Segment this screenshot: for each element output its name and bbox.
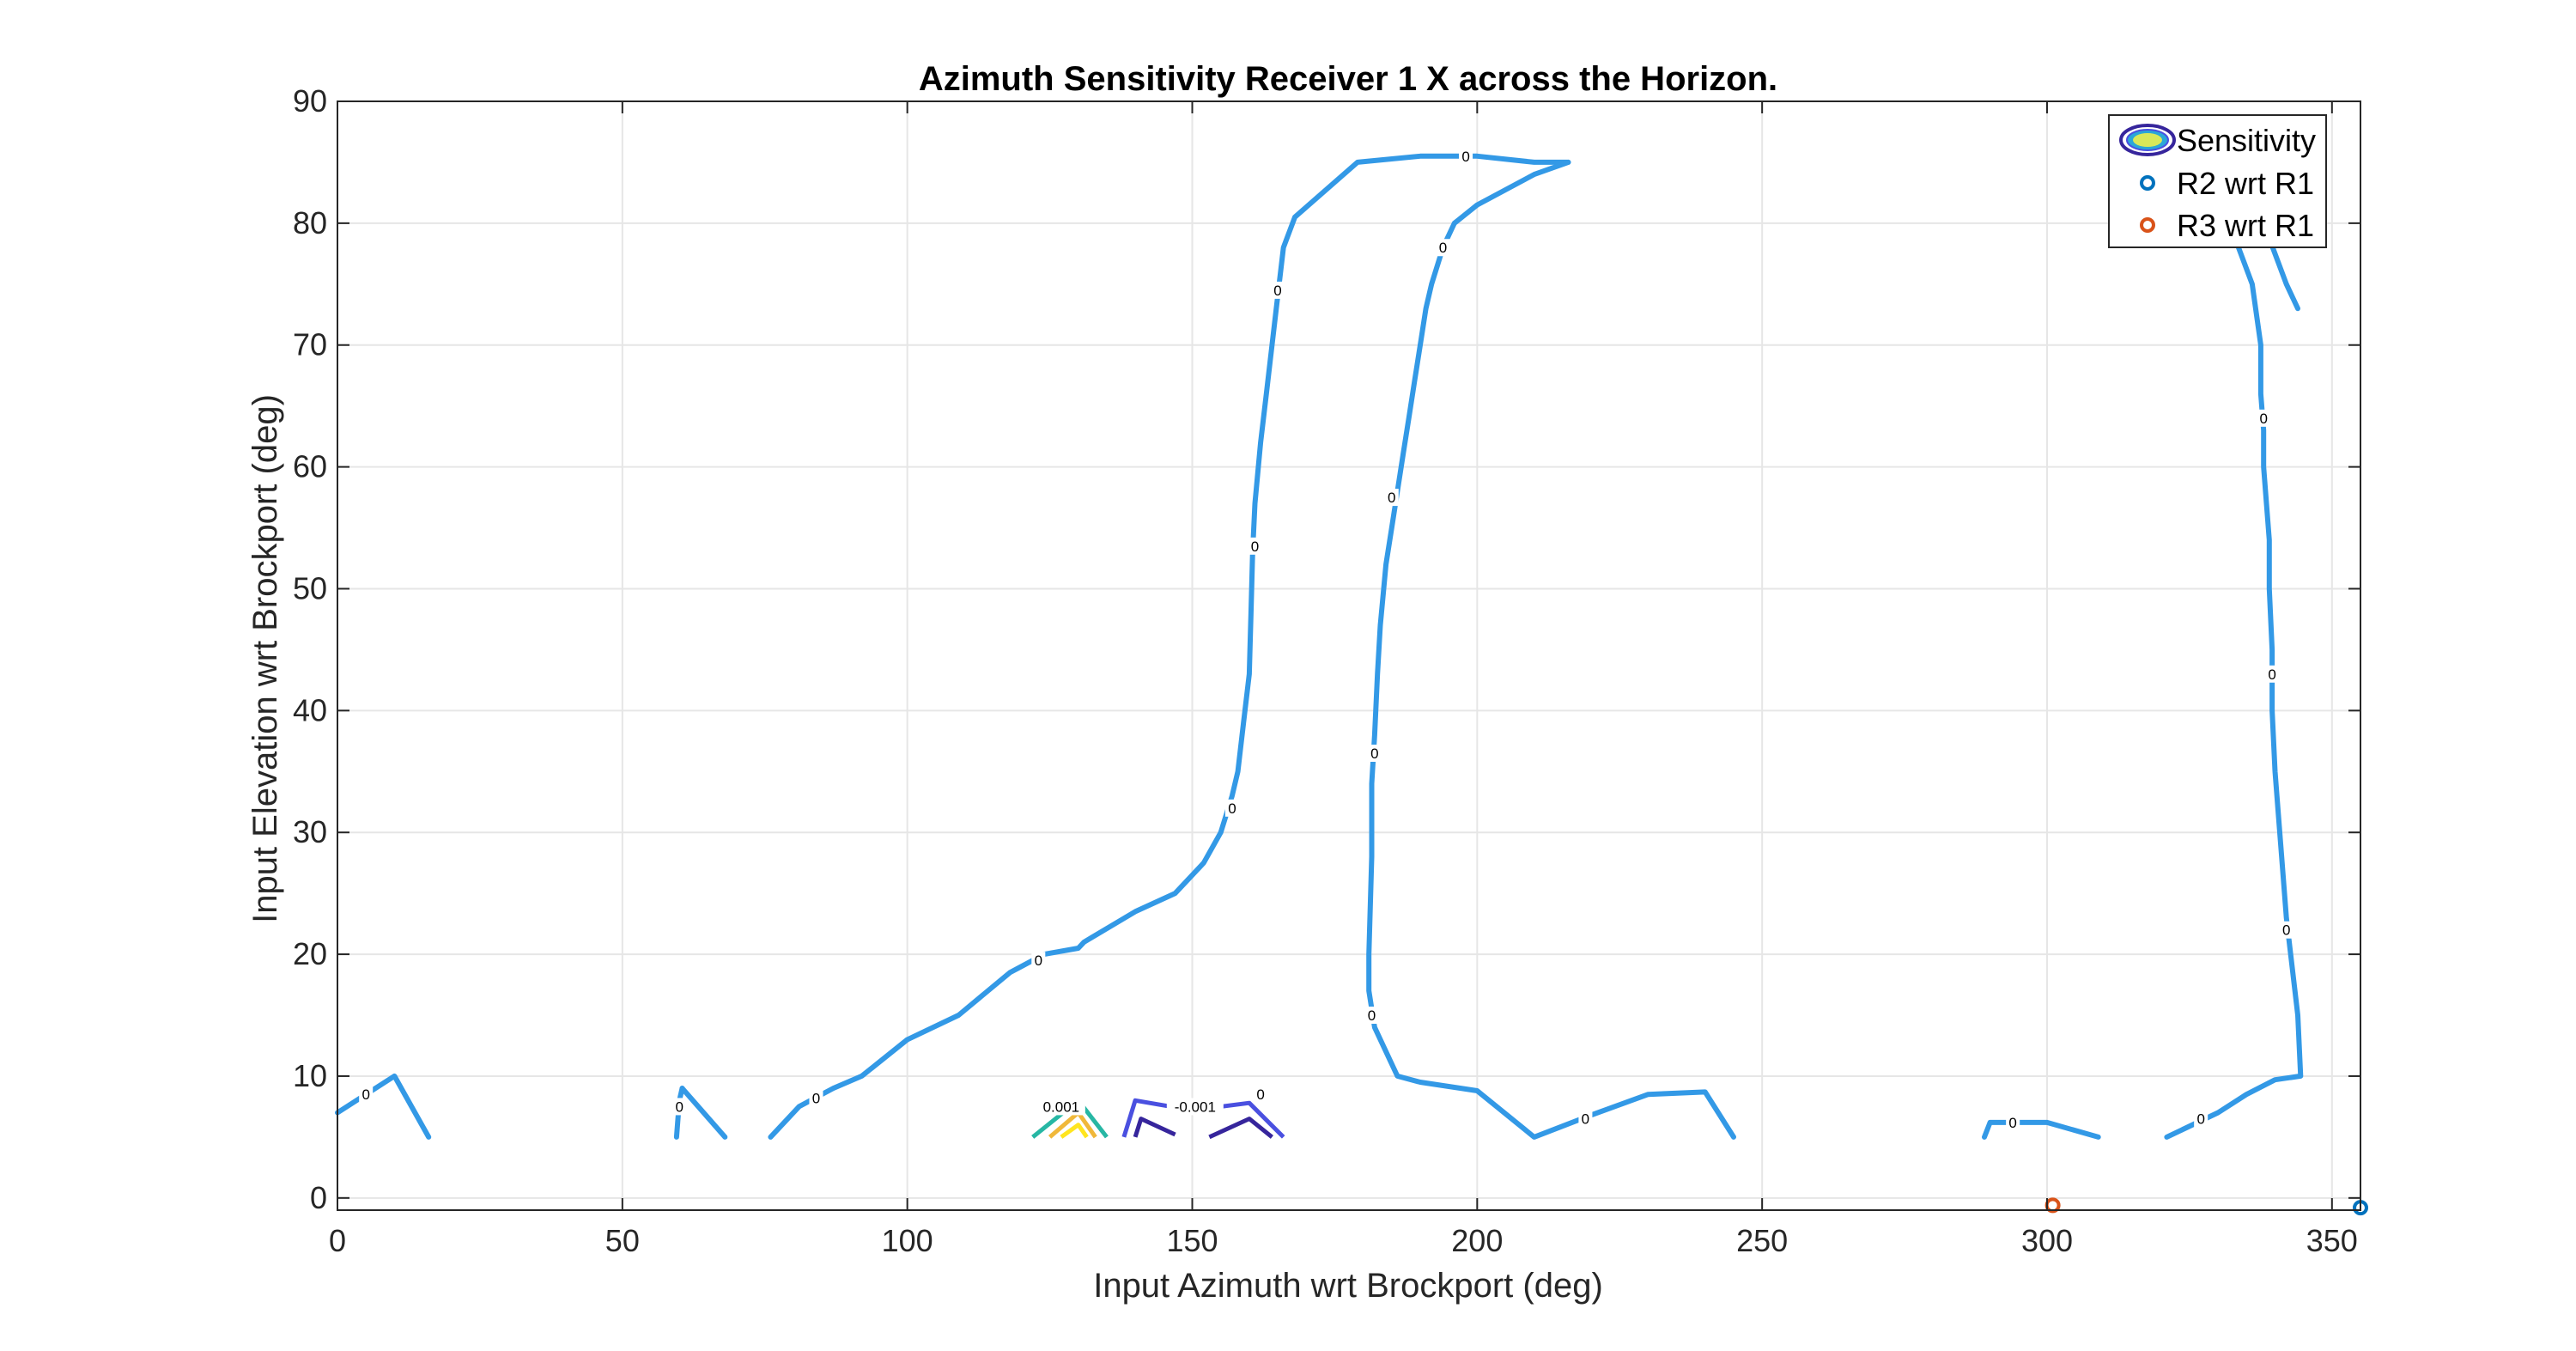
contour-label-background <box>2279 921 2293 939</box>
zero-contour-line <box>335 1073 432 1140</box>
contour-label-background <box>1364 1007 1379 1025</box>
zero-contour-line <box>2164 159 2304 1140</box>
y-tick-label: 40 <box>293 692 327 727</box>
sensitivity-contour-line <box>1208 1117 1273 1140</box>
sensitivity-contour-line <box>1133 1117 1176 1138</box>
contour-label-background <box>1271 281 1285 299</box>
contour-label-background <box>809 1089 823 1107</box>
contour-label-background <box>2257 409 2271 427</box>
contour-label: 0.001 <box>1043 1098 1080 1115</box>
x-tick-label: 300 <box>2021 1223 2073 1258</box>
contour-label-background <box>1254 1086 1268 1104</box>
contour-label: 0 <box>1370 745 1378 762</box>
contour-label: 0 <box>2282 922 2290 939</box>
contour-label: 0 <box>675 1098 683 1115</box>
contour-label: 0 <box>1273 283 1281 299</box>
x-tick-label: 250 <box>1736 1223 1788 1258</box>
y-tick-label: 0 <box>310 1180 327 1215</box>
contour-label-background <box>672 1098 687 1116</box>
contour-label: 0 <box>1582 1111 1589 1128</box>
contour-label: 0 <box>1251 539 1259 555</box>
contour-labels: 0 0 0 0 0 0 0 0 0 0 0 0 0 0 0 0 0 0 0 0.001 -0.001 <box>359 147 2293 1131</box>
x-axis-label: Input Azimuth wrt Brockport (deg) <box>1093 1267 1603 1305</box>
contour-label-background <box>1459 147 1473 165</box>
chart-title: Azimuth Sensitivity Receiver 1 X across … <box>919 60 1777 98</box>
legend-r3-marker <box>2140 217 2155 233</box>
contour-label: 0 <box>1439 240 1447 256</box>
contour-label-background <box>1367 744 1382 762</box>
contour-label-background <box>359 1086 374 1104</box>
contour-label: 0 <box>1228 800 1236 817</box>
zero-contour-line <box>768 153 1571 1140</box>
contour-label-background <box>2006 1113 2020 1131</box>
contour-label: 0 <box>2259 411 2267 427</box>
contour-label: 0 <box>1461 149 1469 165</box>
contour-label-background <box>1578 1110 1593 1128</box>
legend-label-r3: R3 wrt R1 <box>2177 208 2314 243</box>
contour-label-background <box>1384 489 1399 507</box>
contour-label: 0 <box>2196 1111 2204 1128</box>
y-tick-label: 10 <box>293 1058 327 1093</box>
contour-label-background <box>1031 952 1046 970</box>
contour-label-background <box>1248 537 1262 555</box>
sensitivity-contour-line <box>1060 1123 1089 1139</box>
legend-item-r3[interactable]: R3 wrt R1 <box>2140 208 2314 243</box>
axes-frame <box>337 100 2361 1211</box>
contour-label: 0 <box>812 1090 820 1106</box>
y-tick-label: 70 <box>293 327 327 362</box>
legend[interactable]: Sensitivity R2 wrt R1 R3 wrt R1 <box>2108 114 2327 248</box>
x-tick-label: 150 <box>1166 1223 1218 1258</box>
contour-label: 0 <box>1388 490 1395 506</box>
contour-label: -0.001 <box>1175 1098 1216 1115</box>
y-tick-label: 20 <box>293 936 327 971</box>
grid-lines <box>337 100 2360 1210</box>
zero-contour-line <box>1366 159 1736 1140</box>
legend-label-sensitivity: Sensitivity <box>2177 123 2316 158</box>
y-tick-label: 60 <box>293 449 327 484</box>
legend-sensitivity-icon-outer <box>2119 124 2176 156</box>
contour-label: 0 <box>1256 1086 1264 1103</box>
y-tick-label: 30 <box>293 814 327 849</box>
contour-label: 0 <box>2008 1115 2016 1131</box>
x-tick-label: 100 <box>882 1223 933 1258</box>
contour-lines <box>335 153 2304 1140</box>
x-tick-label: 0 <box>329 1223 346 1258</box>
contour-label-background <box>1436 239 1450 257</box>
contour-label-background <box>2194 1110 2208 1128</box>
zero-contour-line <box>679 1086 728 1140</box>
y-tick-label: 50 <box>293 570 327 606</box>
contour-label: 0 <box>1035 952 1042 969</box>
contour-label-background <box>1166 1098 1224 1116</box>
y-tick-label: 90 <box>293 83 327 119</box>
plot-area <box>337 101 2360 1210</box>
legend-item-sensitivity[interactable]: Sensitivity <box>2119 123 2316 158</box>
legend-label-r2: R2 wrt R1 <box>2177 166 2314 201</box>
x-tick-label: 50 <box>605 1223 640 1258</box>
x-tick-label: 200 <box>1451 1223 1503 1258</box>
contour-label: 0 <box>2268 666 2275 683</box>
contour-label: 0 <box>361 1086 369 1103</box>
contour-label-background <box>1036 1098 1085 1116</box>
legend-r2-marker <box>2140 175 2155 191</box>
legend-sensitivity-icon-inner <box>2133 133 2162 147</box>
x-tick-label: 350 <box>2306 1223 2358 1258</box>
contour-label: 0 <box>1368 1007 1376 1024</box>
contour-label-background <box>1224 799 1239 817</box>
contour-label-background <box>2265 665 2280 683</box>
legend-item-r2[interactable]: R2 wrt R1 <box>2140 166 2314 201</box>
y-tick-label: 80 <box>293 205 327 240</box>
y-axis-label: Input Elevation wrt Brockport (deg) <box>246 394 284 923</box>
axis-ticks: 0 50 100 150 200 250 300 350 0 10 20 30 40 50 60 70 80 90 <box>293 83 2360 1258</box>
